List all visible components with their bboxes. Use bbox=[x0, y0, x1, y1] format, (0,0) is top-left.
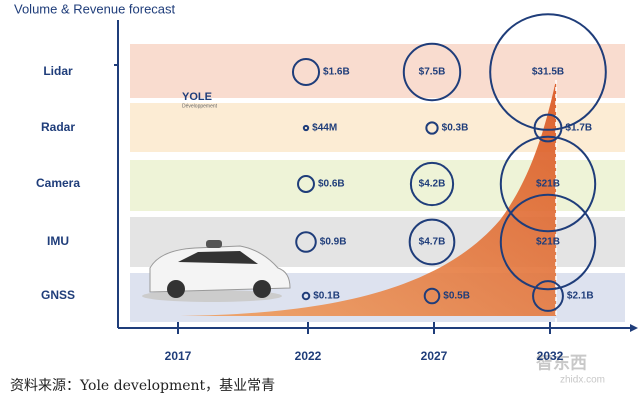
row-label: Radar bbox=[41, 120, 75, 134]
chart-title: Volume & Revenue forecast bbox=[14, 1, 176, 16]
value-label: $2.1B bbox=[567, 291, 594, 302]
volume-area bbox=[180, 80, 556, 316]
row-label: IMU bbox=[47, 234, 69, 248]
value-label: $4.2B bbox=[419, 179, 446, 190]
bubble bbox=[408, 218, 456, 266]
x-axis-arrow bbox=[630, 324, 638, 332]
watermark-url: zhidx.com bbox=[560, 375, 605, 386]
x-tick-label: 2017 bbox=[165, 349, 192, 363]
source: 资料来源：Yole development，基业常青 bbox=[10, 377, 275, 394]
bubble bbox=[532, 280, 564, 312]
bubble bbox=[302, 124, 310, 132]
value-label: $44M bbox=[312, 123, 337, 134]
bubble bbox=[301, 291, 311, 301]
row-label: Camera bbox=[36, 176, 80, 190]
x-tick-label: 2032 bbox=[537, 349, 564, 363]
bubble bbox=[423, 287, 441, 305]
bubble bbox=[499, 193, 597, 291]
row-label: Lidar bbox=[43, 64, 73, 78]
value-label: $1.7B bbox=[565, 123, 592, 134]
band bbox=[130, 44, 625, 98]
bubble bbox=[425, 121, 439, 135]
bubble bbox=[489, 13, 607, 131]
value-label: $4.7B bbox=[419, 237, 446, 248]
bubble bbox=[291, 57, 321, 87]
value-label: $0.1B bbox=[313, 291, 340, 302]
bubble bbox=[533, 113, 563, 143]
logo: YOLE bbox=[182, 91, 212, 103]
value-label: $31.5B bbox=[532, 67, 564, 78]
row-label: GNSS bbox=[41, 288, 75, 302]
bubble bbox=[297, 175, 315, 193]
value-label: $7.5B bbox=[419, 67, 446, 78]
value-label: $1.6B bbox=[323, 67, 350, 78]
bubble bbox=[402, 42, 462, 102]
value-label: $21B bbox=[536, 237, 560, 248]
logo-subtitle: Développement bbox=[182, 103, 218, 109]
value-label: $0.3B bbox=[442, 123, 469, 134]
x-tick-label: 2022 bbox=[295, 349, 322, 363]
bubble bbox=[295, 231, 317, 253]
value-label: $0.9B bbox=[320, 237, 347, 248]
x-tick-label: 2027 bbox=[421, 349, 448, 363]
bubble bbox=[499, 135, 597, 233]
value-label: $21B bbox=[536, 179, 560, 190]
bubble bbox=[409, 161, 455, 207]
watermark: 智东西 bbox=[536, 352, 587, 372]
car bbox=[142, 240, 291, 302]
value-label: $0.6B bbox=[318, 179, 345, 190]
value-label: $0.5B bbox=[443, 291, 470, 302]
